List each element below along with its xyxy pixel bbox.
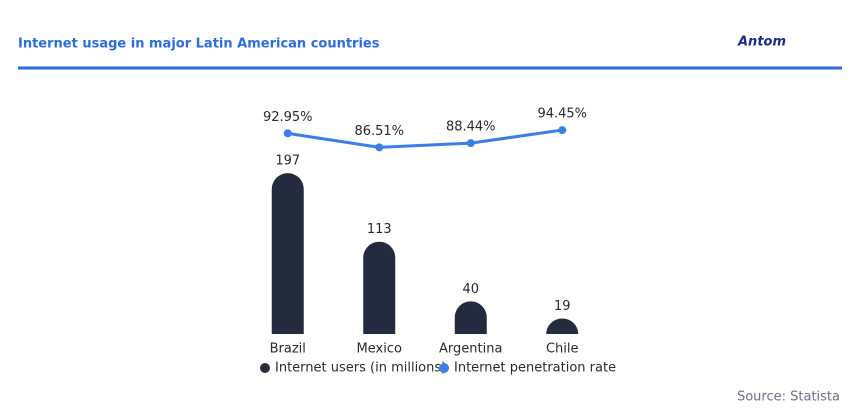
- line-point: [375, 143, 384, 152]
- source-note: Source: Statista: [737, 390, 840, 405]
- bar: [363, 241, 396, 334]
- data-label: 197: [275, 154, 300, 169]
- line: [287, 128, 563, 149]
- line-point: [283, 129, 292, 138]
- x-tick-label: Argentina: [439, 342, 502, 357]
- legend-swatch: [439, 363, 449, 373]
- line-point: [466, 139, 475, 148]
- data-label: 88.44%: [446, 120, 496, 135]
- x-tick-label: Chile: [546, 342, 579, 357]
- data-label: 86.51%: [354, 124, 404, 139]
- legend-label: Internet penetration rate: [454, 361, 616, 376]
- brand-logo: Antom: [737, 35, 786, 50]
- bar: [454, 301, 487, 334]
- legend-label: Internet users (in millions): [275, 361, 446, 376]
- data-label: 40: [462, 282, 479, 297]
- data-label: 19: [554, 299, 571, 314]
- data-label: 113: [367, 222, 392, 237]
- x-tick-label: Brazil: [270, 342, 306, 357]
- data-label: 94.45%: [537, 107, 587, 122]
- bar: [546, 318, 579, 334]
- x-tick-label: Mexico: [357, 342, 402, 357]
- chart-title: Internet usage in major Latin American c…: [18, 37, 380, 52]
- legend-swatch: [260, 363, 270, 373]
- line-point: [558, 126, 567, 135]
- data-label: 92.95%: [263, 110, 313, 125]
- bar: [271, 173, 304, 334]
